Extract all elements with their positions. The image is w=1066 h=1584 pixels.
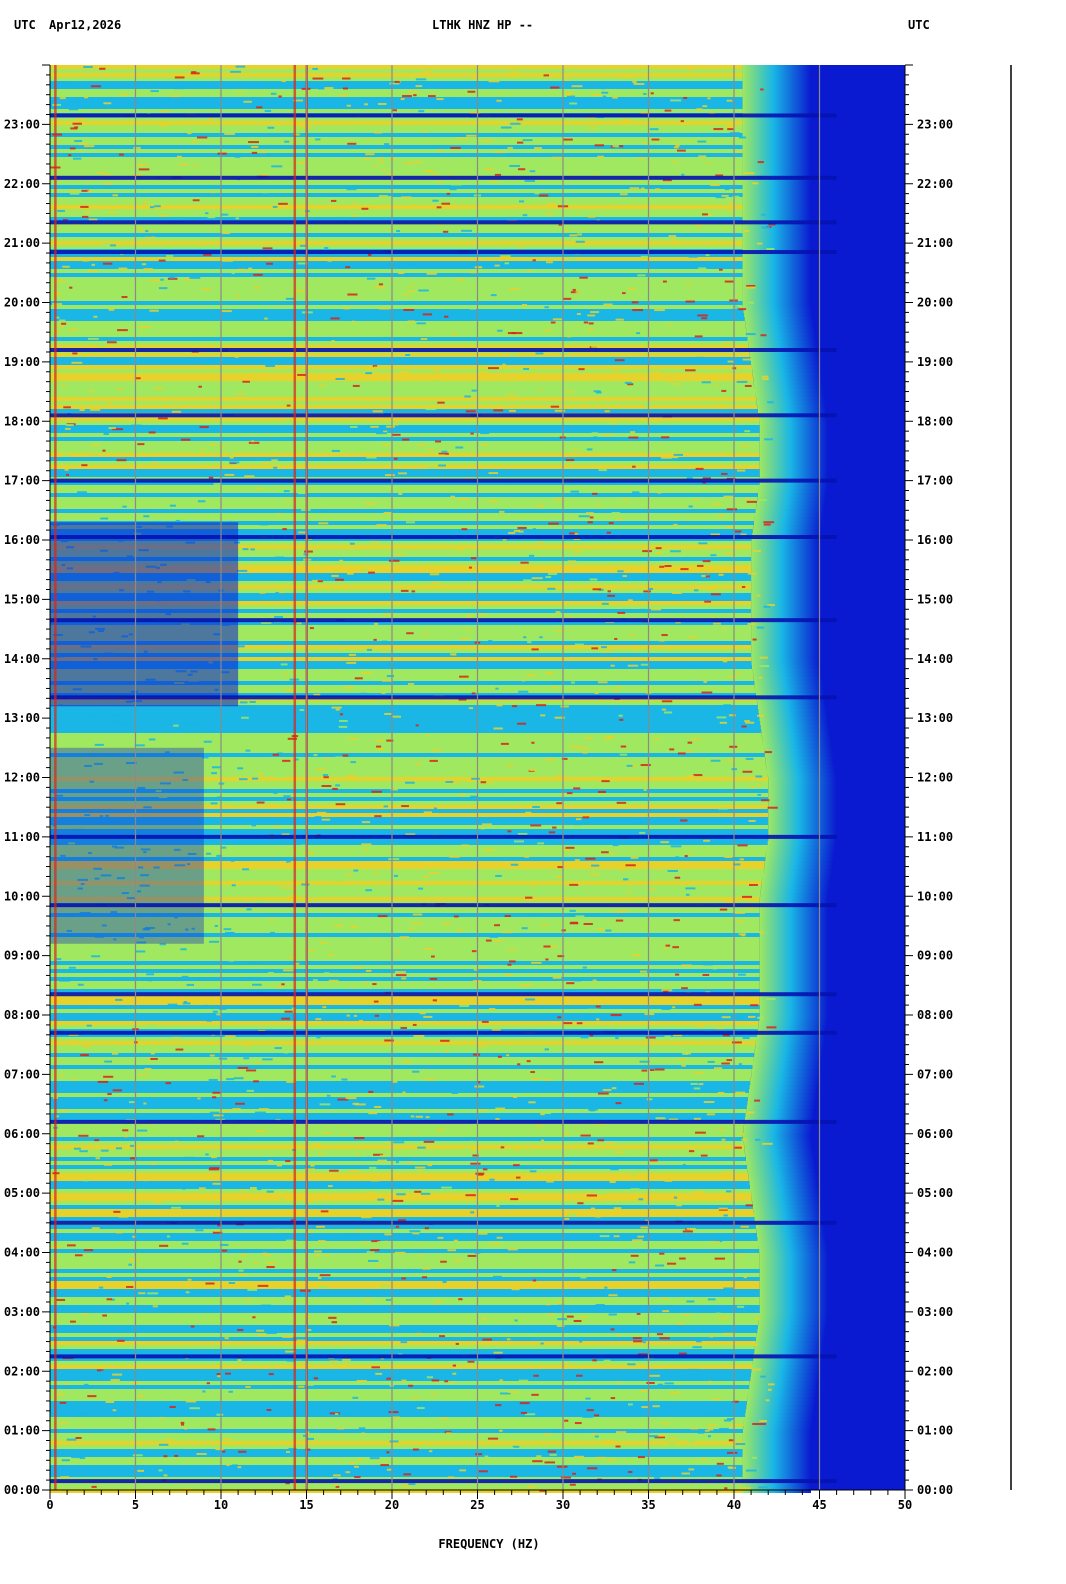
header-date: Apr12,2026 bbox=[49, 18, 122, 32]
x-tick-label: 5 bbox=[132, 1498, 139, 1512]
x-tick-label: 10 bbox=[214, 1498, 228, 1512]
y-tick-label-right: 13:00 bbox=[917, 711, 953, 725]
x-axis-title: FREQUENCY (HZ) bbox=[438, 1537, 539, 1551]
y-tick-label-left: 06:00 bbox=[4, 1127, 40, 1141]
y-tick-label-right: 19:00 bbox=[917, 355, 953, 369]
x-tick-label: 15 bbox=[299, 1498, 313, 1512]
header-right-timezone: UTC bbox=[908, 18, 930, 32]
y-tick-label-left: 09:00 bbox=[4, 949, 40, 963]
y-tick-label-left: 13:00 bbox=[4, 711, 40, 725]
x-tick-label: 45 bbox=[812, 1498, 826, 1512]
y-tick-label-left: 03:00 bbox=[4, 1305, 40, 1319]
y-tick-label-left: 07:00 bbox=[4, 1067, 40, 1081]
y-tick-label-left: 05:00 bbox=[4, 1186, 40, 1200]
x-tick-label: 30 bbox=[556, 1498, 570, 1512]
y-tick-label-left: 22:00 bbox=[4, 177, 40, 191]
x-tick-label: 40 bbox=[727, 1498, 741, 1512]
y-tick-label-right: 09:00 bbox=[917, 949, 953, 963]
header-left-timezone: UTC bbox=[14, 18, 36, 32]
frequency-grid bbox=[134, 65, 821, 1490]
y-tick-label-right: 14:00 bbox=[917, 652, 953, 666]
y-tick-label-right: 17:00 bbox=[917, 474, 953, 488]
y-tick-label-right: 20:00 bbox=[917, 296, 953, 310]
y-tick-label-left: 11:00 bbox=[4, 830, 40, 844]
y-tick-label-right: 10:00 bbox=[917, 889, 953, 903]
header-station: LTHK HNZ HP -- bbox=[432, 18, 534, 32]
y-tick-label-right: 18:00 bbox=[917, 414, 953, 428]
y-tick-label-left: 02:00 bbox=[4, 1364, 40, 1378]
y-tick-label-left: 20:00 bbox=[4, 296, 40, 310]
y-tick-label-right: 21:00 bbox=[917, 236, 953, 250]
y-tick-label-left: 01:00 bbox=[4, 1424, 40, 1438]
y-tick-label-left: 16:00 bbox=[4, 533, 40, 547]
y-tick-label-left: 21:00 bbox=[4, 236, 40, 250]
y-tick-label-right: 04:00 bbox=[917, 1246, 953, 1260]
x-tick-label: 25 bbox=[470, 1498, 484, 1512]
x-tick-label: 20 bbox=[385, 1498, 399, 1512]
y-tick-label-left: 12:00 bbox=[4, 771, 40, 785]
y-tick-label-right: 01:00 bbox=[917, 1424, 953, 1438]
y-tick-label-right: 23:00 bbox=[917, 117, 953, 131]
y-tick-label-right: 03:00 bbox=[917, 1305, 953, 1319]
y-tick-label-right: 02:00 bbox=[917, 1364, 953, 1378]
y-tick-label-right: 07:00 bbox=[917, 1067, 953, 1081]
y-tick-label-left: 18:00 bbox=[4, 414, 40, 428]
y-axis-ticks-right: 00:00 01:00 02:00 03:00 04:00 05:00 06:00 07:00… bbox=[905, 64, 953, 1497]
y-tick-label-right: 06:00 bbox=[917, 1127, 953, 1141]
y-tick-label-right: 12:00 bbox=[917, 771, 953, 785]
x-tick-label: 0 bbox=[46, 1498, 53, 1512]
y-tick-label-left: 15:00 bbox=[4, 592, 40, 606]
y-tick-label-right: 15:00 bbox=[917, 592, 953, 606]
y-tick-label-left: 14:00 bbox=[4, 652, 40, 666]
x-tick-label: 35 bbox=[641, 1498, 655, 1512]
y-tick-label-right: 00:00 bbox=[917, 1483, 953, 1497]
y-tick-label-right: 16:00 bbox=[917, 533, 953, 547]
y-tick-label-right: 05:00 bbox=[917, 1186, 953, 1200]
x-tick-label: 50 bbox=[898, 1498, 912, 1512]
y-tick-label-left: 17:00 bbox=[4, 474, 40, 488]
y-tick-label-left: 00:00 bbox=[4, 1483, 40, 1497]
y-axis-ticks-left: 00:00 01:00 02:00 03:00 04:00 05:00 06:00 07:00… bbox=[4, 64, 50, 1497]
y-tick-label-left: 23:00 bbox=[4, 117, 40, 131]
y-tick-label-left: 08:00 bbox=[4, 1008, 40, 1022]
y-tick-label-left: 04:00 bbox=[4, 1246, 40, 1260]
y-tick-label-left: 10:00 bbox=[4, 889, 40, 903]
y-tick-label-left: 19:00 bbox=[4, 355, 40, 369]
y-tick-label-right: 08:00 bbox=[917, 1008, 953, 1022]
y-tick-label-right: 11:00 bbox=[917, 830, 953, 844]
y-tick-label-right: 22:00 bbox=[917, 177, 953, 191]
x-axis-ticks: 0 5 10 15 20 25 30 35 40 45 50 bbox=[46, 1490, 912, 1512]
